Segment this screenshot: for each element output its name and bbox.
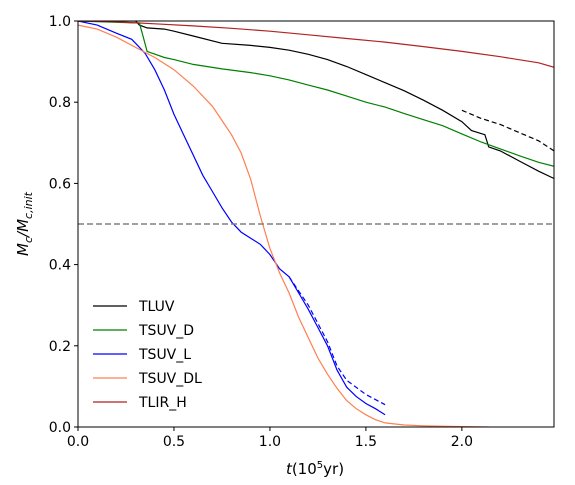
x-tick-label: 1.0 bbox=[259, 434, 281, 450]
x-ticks: 0.0 0.5 1.0 1.5 2.0 bbox=[67, 427, 473, 450]
x-tick-label: 0.0 bbox=[67, 434, 89, 450]
series-line-tlir-h bbox=[78, 21, 554, 68]
y-tick-label: 0.2 bbox=[49, 339, 71, 355]
y-tick-label: 0.4 bbox=[49, 258, 71, 274]
series-line-tsuv-d bbox=[78, 21, 554, 167]
legend-label-tsuv-d: TSUV_D bbox=[138, 323, 194, 339]
legend-label-tlir-h: TLIR_H bbox=[138, 395, 187, 411]
y-ticks: 0.0 0.2 0.4 0.6 0.8 1.0 bbox=[49, 14, 78, 436]
x-tick-label: 0.5 bbox=[163, 434, 185, 450]
series-line-000000-dashed-1 bbox=[461, 109, 554, 152]
legend-label-tsuv-dl: TSUV_DL bbox=[138, 371, 202, 387]
x-axis-label: t(105yr) bbox=[286, 460, 344, 478]
legend-label-tsuv-l: TSUV_L bbox=[138, 347, 191, 363]
series-line-0000ff-dashed-4 bbox=[288, 276, 386, 406]
y-axis-label: Mc/Mc,init bbox=[14, 191, 35, 256]
plot-frame bbox=[77, 20, 555, 428]
x-tick-label: 2.0 bbox=[451, 434, 473, 450]
legend-label-tluv: TLUV bbox=[138, 299, 175, 315]
series-line-tsuv-dl bbox=[78, 24, 489, 427]
series-line-tluv bbox=[78, 21, 554, 180]
y-tick-label: 0.0 bbox=[49, 420, 71, 436]
y-tick-label: 0.6 bbox=[49, 176, 71, 192]
series-line-tsuv-l bbox=[78, 21, 386, 416]
legend: TLUV TSUV_D TSUV_L TSUV_DL TLIR_H bbox=[93, 299, 202, 411]
y-tick-label: 1.0 bbox=[49, 14, 71, 30]
x-tick-label: 1.5 bbox=[355, 434, 377, 450]
y-tick-label: 0.8 bbox=[49, 95, 71, 111]
series-layer bbox=[78, 21, 554, 427]
